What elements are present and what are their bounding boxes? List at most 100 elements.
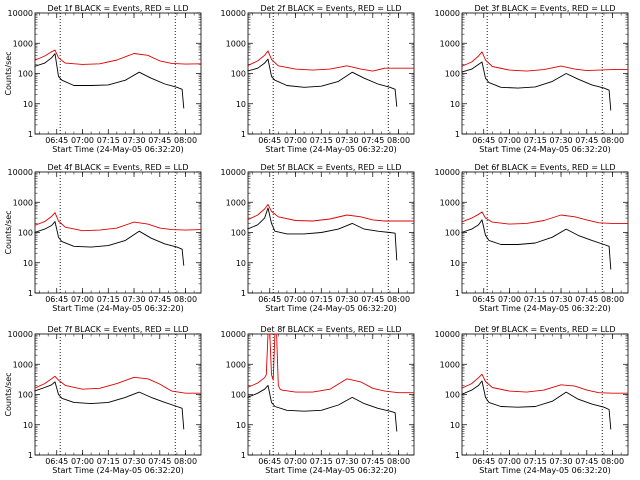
x-tick-label: 08:00 <box>387 457 410 466</box>
x-tick-label: 08:00 <box>174 295 197 304</box>
panel-title: Det 1f BLACK = Events, RED = LLD <box>47 4 188 13</box>
panel-title: Det 7f BLACK = Events, RED = LLD <box>47 325 188 334</box>
y-tick-label: 100 <box>445 391 460 400</box>
events-series-line <box>247 58 398 107</box>
y-tick-label: 100 <box>231 70 246 79</box>
y-tick-label: 10000 <box>8 9 33 18</box>
y-tick-label: 100 <box>18 391 33 400</box>
x-tick-label: 07:00 <box>284 457 307 466</box>
events-series-line <box>34 381 185 430</box>
x-tick-label: 06:45 <box>45 136 68 145</box>
x-tick-label: 07:45 <box>575 136 598 145</box>
y-tick-label: 10000 <box>8 330 33 339</box>
x-axis-label: Start Time (24-May-05 06:32:20) <box>479 466 610 475</box>
x-tick-label: 07:00 <box>71 295 94 304</box>
y-axis-label: Counts/sec <box>4 210 13 254</box>
x-tick-label: 08:00 <box>174 457 197 466</box>
x-tick-label: 07:15 <box>524 295 547 304</box>
y-tick-label: 10 <box>236 100 246 109</box>
y-tick-label: 1 <box>28 289 33 298</box>
y-tick-label: 1 <box>241 289 246 298</box>
y-axis-label: Counts/sec <box>4 372 13 416</box>
x-tick-label: 07:00 <box>498 295 521 304</box>
x-axis-label: Start Time (24-May-05 06:32:20) <box>265 466 396 475</box>
x-tick-label: 07:30 <box>549 295 572 304</box>
lld-series-line <box>34 49 202 65</box>
lld-series-line <box>247 203 414 222</box>
detector-panel-5: Det 5f BLACK = Events, RED = LLD 1 10 100 10… <box>221 163 415 313</box>
lld-series-line <box>247 333 414 394</box>
x-tick-label: 07:15 <box>97 457 120 466</box>
x-tick-label: 08:00 <box>601 136 624 145</box>
x-tick-label: 07:30 <box>335 295 358 304</box>
detector-panel-3: Det 3f BLACK = Events, RED = LLD 1 10 100 10… <box>435 4 629 154</box>
x-tick-label: 07:30 <box>122 457 145 466</box>
y-tick-label: 1000 <box>226 198 246 207</box>
x-tick-label: 07:45 <box>148 136 171 145</box>
y-tick-label: 10000 <box>221 168 246 177</box>
x-tick-label: 06:45 <box>258 295 281 304</box>
y-tick-label: 10000 <box>8 168 33 177</box>
y-tick-label: 100 <box>231 391 246 400</box>
y-tick-label: 1 <box>455 289 460 298</box>
y-tick-label: 1 <box>241 451 246 460</box>
y-tick-label: 10000 <box>221 9 246 18</box>
x-tick-label: 06:45 <box>45 295 68 304</box>
detector-panel-7: Det 7f BLACK = Events, RED = LLD 1 10 100 10… <box>4 325 202 475</box>
lld-series-line <box>34 212 202 232</box>
x-tick-label: 07:45 <box>361 457 384 466</box>
y-tick-label: 10 <box>450 259 460 268</box>
x-tick-label: 07:15 <box>524 136 547 145</box>
events-series-line <box>461 380 612 430</box>
x-tick-label: 07:45 <box>361 136 384 145</box>
x-tick-label: 07:30 <box>335 136 358 145</box>
x-tick-label: 07:15 <box>524 457 547 466</box>
y-tick-label: 10 <box>450 100 460 109</box>
detector-panel-2: Det 2f BLACK = Events, RED = LLD 1 10 100 10… <box>221 4 415 154</box>
panel-title: Det 6f BLACK = Events, RED = LLD <box>474 163 615 172</box>
detector-panel-9: Det 9f BLACK = Events, RED = LLD 1 10 100 10… <box>435 325 629 475</box>
y-tick-label: 100 <box>18 70 33 79</box>
x-tick-label: 07:00 <box>71 136 94 145</box>
events-series-line <box>247 207 398 261</box>
y-tick-label: 1 <box>241 130 246 139</box>
lld-series-line <box>247 50 414 72</box>
x-axis-label: Start Time (24-May-05 06:32:20) <box>52 466 183 475</box>
y-tick-label: 10 <box>23 259 33 268</box>
lld-series-line <box>461 211 628 225</box>
x-tick-label: 07:45 <box>148 295 171 304</box>
x-tick-label: 08:00 <box>601 295 624 304</box>
x-tick-label: 07:45 <box>575 295 598 304</box>
detector-panel-8: Det 8f BLACK = Events, RED = LLD 1 10 100 10… <box>221 325 415 475</box>
y-tick-label: 1000 <box>13 198 33 207</box>
x-tick-label: 07:15 <box>310 295 333 304</box>
x-tick-label: 06:45 <box>472 295 495 304</box>
y-tick-label: 1000 <box>226 39 246 48</box>
y-tick-label: 100 <box>445 70 460 79</box>
y-tick-label: 1 <box>455 130 460 139</box>
panel-title: Det 5f BLACK = Events, RED = LLD <box>260 163 401 172</box>
detector-panel-4: Det 4f BLACK = Events, RED = LLD 1 10 100 10… <box>4 163 202 313</box>
detector-panel-1: Det 1f BLACK = Events, RED = LLD 1 10 100 10… <box>4 4 202 154</box>
x-tick-label: 07:45 <box>148 457 171 466</box>
lld-series-line <box>461 373 628 394</box>
x-tick-label: 07:00 <box>498 136 521 145</box>
x-tick-label: 07:30 <box>549 136 572 145</box>
y-tick-label: 10 <box>450 421 460 430</box>
x-tick-label: 08:00 <box>601 457 624 466</box>
events-series-line <box>34 221 185 266</box>
events-series-line <box>461 61 612 111</box>
x-tick-label: 07:30 <box>335 457 358 466</box>
y-tick-label: 1000 <box>440 39 460 48</box>
lld-series-line <box>461 51 628 72</box>
x-axis-label: Start Time (24-May-05 06:32:20) <box>52 304 183 313</box>
x-tick-label: 07:30 <box>122 295 145 304</box>
x-tick-label: 07:15 <box>97 136 120 145</box>
events-series-line <box>34 53 185 109</box>
x-axis-label: Start Time (24-May-05 06:32:20) <box>52 145 183 154</box>
y-tick-label: 1 <box>455 451 460 460</box>
x-tick-label: 06:45 <box>258 136 281 145</box>
x-tick-label: 07:15 <box>310 136 333 145</box>
y-tick-label: 10 <box>23 421 33 430</box>
panel-title: Det 8f BLACK = Events, RED = LLD <box>260 325 401 334</box>
